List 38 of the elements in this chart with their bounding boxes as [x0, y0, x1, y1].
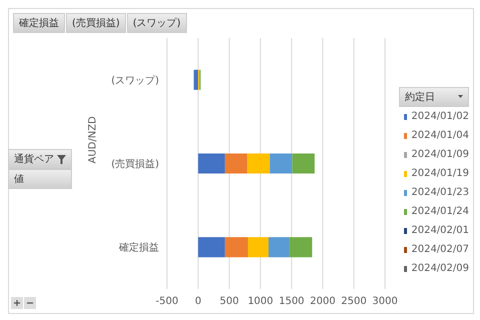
text: (売買損益)	[66, 13, 126, 33]
bar	[194, 70, 198, 90]
x-tick-label: -500	[156, 296, 178, 308]
bar	[268, 237, 290, 258]
bar	[292, 153, 315, 174]
legend-label: 2024/02/01	[410, 224, 469, 238]
x-tick-label: 1000	[248, 296, 274, 308]
text: (スワップ)	[126, 13, 187, 33]
x-tick-label: 500	[220, 296, 239, 308]
legend-label: 2024/01/23	[410, 186, 469, 200]
bar	[289, 237, 312, 258]
bar	[270, 153, 292, 174]
y-tick-label: (スワップ)	[111, 74, 160, 86]
legend-label: 2024/01/19	[410, 167, 469, 181]
bar	[198, 153, 225, 174]
text: 値	[8, 169, 72, 189]
legend-title: 約定日	[405, 90, 435, 104]
bar	[224, 153, 248, 174]
x-tick-label: 2500	[341, 296, 367, 308]
bar	[247, 153, 270, 174]
y-tick-label: 確定損益	[118, 242, 159, 254]
legend-label: 2024/02/09	[410, 262, 469, 276]
y-axis-title: AUD/NZD	[88, 116, 99, 164]
x-tick-label: 0	[194, 296, 202, 308]
legend-label: 2024/01/09	[410, 148, 469, 162]
x-tick-label: 1500	[278, 296, 304, 308]
bar	[198, 237, 225, 258]
legend-label: 2024/01/24	[410, 205, 469, 219]
text: 通貨ペア	[14, 152, 54, 166]
legend-label: 2024/01/04	[410, 129, 469, 143]
text: 確定損益	[13, 13, 65, 33]
legend-label: 2024/01/02	[410, 110, 469, 124]
bar	[248, 237, 269, 258]
bar	[224, 237, 248, 258]
y-tick-label: (売買損益)	[111, 158, 160, 170]
legend-label: 2024/02/07	[410, 243, 469, 257]
x-tick-label: 3000	[372, 296, 398, 308]
x-tick-label: 2000	[310, 296, 336, 308]
